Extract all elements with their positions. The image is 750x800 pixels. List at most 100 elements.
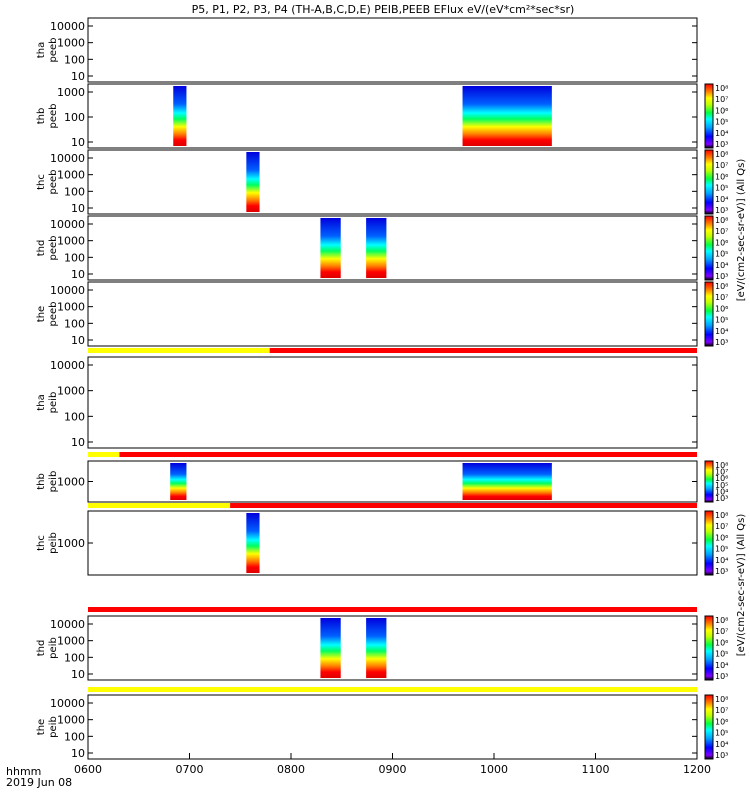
colorbar-tick-label: 10⁸ <box>715 282 728 291</box>
colorbar-tick-label: 10³ <box>715 672 728 681</box>
colorbar-tick-label: 10⁴ <box>715 556 728 565</box>
y-tick-label: 1000 <box>57 169 85 182</box>
y-tick-label: 1000 <box>57 235 85 248</box>
spectrogram-block <box>246 513 260 573</box>
colorbar <box>704 460 714 503</box>
y-tick-label: 10000 <box>50 618 85 631</box>
colorbar-tick-label: 10⁵ <box>715 316 728 325</box>
panel-product-label: peeb <box>48 38 59 63</box>
colorbar-tick-label: 10⁸ <box>715 616 728 625</box>
y-tick-label: 10 <box>71 268 85 281</box>
colorbar-tick-label: 10⁷ <box>715 627 728 636</box>
y-tick-label: 10 <box>71 136 85 149</box>
panel-probe-label: the <box>36 719 47 735</box>
panel-product-label: peib <box>48 471 59 493</box>
colorbar-tick-label: 10⁵ <box>715 650 728 659</box>
spectrogram-block <box>320 218 341 278</box>
y-tick-label: 10000 <box>50 697 85 710</box>
y-tick-label: 10 <box>71 747 85 760</box>
colorbar-tick-label: 10⁷ <box>715 522 728 531</box>
status-bar-segment <box>88 452 120 457</box>
panel-probe-label: tha <box>36 42 47 58</box>
panel-product-label: peib <box>48 637 59 659</box>
y-tick-label: 10 <box>71 70 85 83</box>
spectrogram-block <box>366 218 387 278</box>
panel-frame <box>87 281 698 347</box>
panel-thd-peeb: 10000 1000 100 10 thd peeb 10³ 10⁴ 10⁵ 10⁶ 10⁷ 10⁸ <box>36 215 728 281</box>
y-tick-label: 1000 <box>57 37 85 50</box>
y-tick-label: 1000 <box>57 385 85 398</box>
colorbar-tick-label: 10⁵ <box>715 184 728 193</box>
colorbar-tick-label: 10⁷ <box>715 293 728 302</box>
x-tick-label: 1100 <box>582 763 610 776</box>
colorbar-tick-label: 10⁸ <box>715 216 728 225</box>
status-bar-segment <box>230 503 697 508</box>
colorbar-tick-label: 10³ <box>715 272 728 281</box>
colorbar-tick-label: 10⁷ <box>715 706 728 715</box>
colorbar-tick-label: 10⁶ <box>715 474 728 483</box>
colorbar-tick-label: 10⁵ <box>715 729 728 738</box>
colorbar <box>704 615 714 681</box>
panel-frame <box>87 694 698 760</box>
y-tick-label: 10 <box>71 436 85 449</box>
y-tick-label: 100 <box>64 730 85 743</box>
colorbar-tick-label: 10⁴ <box>715 195 728 204</box>
colorbar-tick-label: 10⁴ <box>715 129 728 138</box>
colorbar-tick-label: 10⁸ <box>715 150 728 159</box>
colorbar-tick-label: 10³ <box>715 206 728 215</box>
spectrogram-block <box>173 86 187 146</box>
colorbar-tick-label: 10⁷ <box>715 161 728 170</box>
colorbar <box>704 215 714 281</box>
panel-product-label: peib <box>48 392 59 414</box>
panel-frame <box>87 83 698 149</box>
panel-product-label: peeb <box>48 170 59 195</box>
y-tick-label: 10000 <box>50 152 85 165</box>
panel-product-label: peeb <box>48 104 59 129</box>
spectrogram-block <box>366 618 387 678</box>
panel-product-label: peib <box>48 532 59 554</box>
y-tick-label: 10000 <box>50 359 85 372</box>
colorbar-tick-label: 10⁸ <box>715 84 728 93</box>
x-tick-label: 0900 <box>379 763 407 776</box>
colorbar-label-peib: [eV/(cm2-sec-sr-eV)] (All Qs) <box>736 514 747 657</box>
panel-tha-peib: 10000 1000 100 10 tha peib <box>36 348 698 449</box>
colorbar <box>704 149 714 215</box>
status-bar-segment <box>119 452 698 457</box>
panel-probe-label: thd <box>36 640 47 657</box>
x-tick-label: 0800 <box>277 763 305 776</box>
colorbar-tick-label: 10³ <box>715 567 728 576</box>
panel-probe-label: thb <box>36 108 47 125</box>
y-tick-label: 1000 <box>57 714 85 727</box>
colorbar-tick-label: 10⁸ <box>715 461 728 470</box>
panel-frame <box>87 215 698 281</box>
spectrogram-block <box>170 463 187 500</box>
colorbar-tick-label: 10⁵ <box>715 545 728 554</box>
colorbar-tick-label: 10³ <box>715 140 728 149</box>
spectrogram-block <box>462 463 552 500</box>
panel-product-label: peeb <box>48 302 59 327</box>
y-tick-label: 1000 <box>57 476 85 489</box>
colorbar-tick-label: 10⁵ <box>715 481 728 490</box>
colorbar-tick-label: 10³ <box>715 751 728 760</box>
colorbar-tick-label: 10⁸ <box>715 511 728 520</box>
status-bar-segment <box>88 348 270 353</box>
panel-frame <box>87 510 698 576</box>
y-tick-label: 100 <box>64 251 85 264</box>
status-bar-segment <box>88 687 697 692</box>
panel-frame <box>87 615 698 681</box>
y-tick-label: 10000 <box>50 20 85 33</box>
y-tick-label: 100 <box>64 185 85 198</box>
spectrogram-block <box>462 86 552 146</box>
y-tick-label: 10 <box>71 334 85 347</box>
y-tick-label: 10 <box>71 202 85 215</box>
panel-probe-label: thc <box>36 535 47 551</box>
colorbar-tick-label: 10⁴ <box>715 327 728 336</box>
panel-frame <box>87 17 698 83</box>
panel-product-label: peib <box>48 716 59 738</box>
y-tick-label: 1000 <box>57 86 85 99</box>
colorbar-tick-label: 10⁴ <box>715 487 728 496</box>
colorbar-tick-label: 10⁸ <box>715 695 728 704</box>
colorbar-tick-label: 10⁶ <box>715 717 728 726</box>
